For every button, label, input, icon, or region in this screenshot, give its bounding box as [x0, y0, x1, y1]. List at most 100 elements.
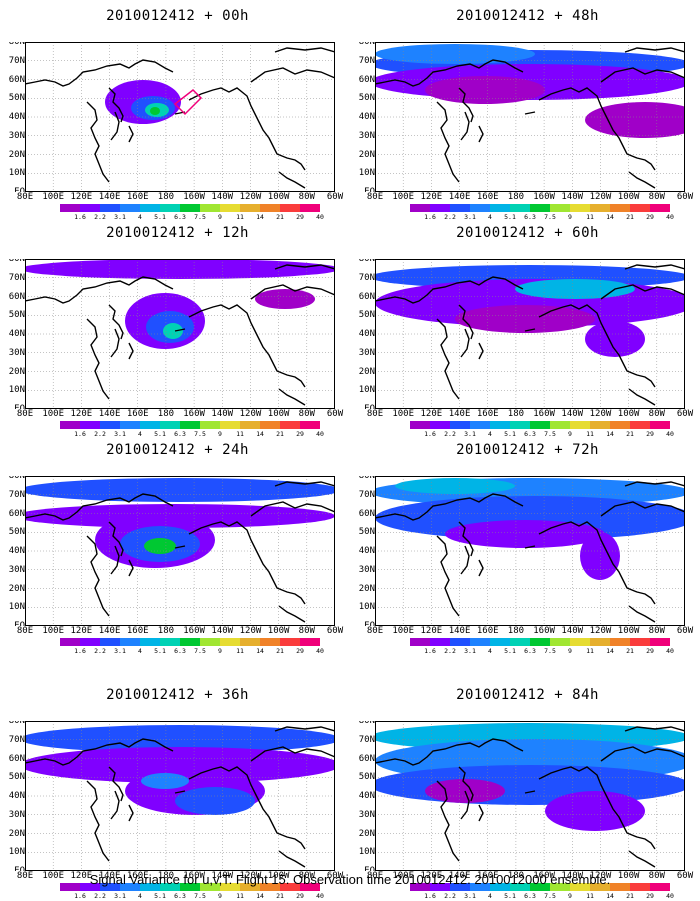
lon-tick-label: 140W [211, 871, 234, 881]
lat-tick-label: EQ [364, 866, 375, 871]
lon-tick-label: 140E [448, 409, 471, 419]
colorbar-label: 11 [586, 647, 594, 655]
colorbar-label: 3.1 [464, 892, 476, 900]
colorbar-label: 3.1 [114, 647, 126, 655]
colorbar-label: 14 [606, 647, 614, 655]
colorbar-label: 29 [296, 213, 304, 221]
colorbar-swatch [280, 421, 300, 429]
lat-tick-label: 80N [358, 259, 375, 264]
lat-tick-label: 50N [358, 310, 375, 321]
lon-tick-label: 120W [239, 626, 262, 636]
lon-tick-label: 100E [392, 871, 415, 881]
colorbar-swatch [60, 421, 80, 429]
colorbar-swatch [120, 883, 140, 891]
coastline [628, 171, 656, 189]
colorbar-label: 4 [138, 647, 142, 655]
colorbar-swatch [590, 883, 610, 891]
colorbar-swatch [570, 421, 590, 429]
lon-tick-label: 100W [267, 626, 290, 636]
coastline [538, 304, 656, 388]
lat-tick-label: EQ [14, 187, 25, 192]
colorbar-swatch [610, 638, 630, 646]
lon-tick-label: 140W [211, 626, 234, 636]
lon-tick-label: 160E [476, 871, 499, 881]
colorbar-label: 3.1 [464, 647, 476, 655]
colorbar-swatch [240, 204, 260, 212]
lat-tick-label: 80N [8, 476, 25, 481]
lon-tick-label: 100E [42, 626, 65, 636]
colorbar-label: 4 [488, 647, 492, 655]
lat-tick-label: 70N [8, 489, 25, 500]
colorbar-swatch [180, 204, 200, 212]
colorbar [60, 883, 320, 891]
lat-tick-label: EQ [14, 404, 25, 409]
colorbar-label: 9 [568, 647, 572, 655]
coastline [460, 328, 470, 358]
coastline [278, 388, 306, 406]
colorbar-swatch [410, 638, 430, 646]
colorbar-label: 4 [138, 430, 142, 438]
lon-tick-label: 140E [98, 871, 121, 881]
colorbar-label: 5.1 [154, 892, 166, 900]
lat-tick-label: EQ [364, 404, 375, 409]
colorbar-label: 14 [606, 892, 614, 900]
colorbar-label: 5.1 [504, 647, 516, 655]
coastline [524, 790, 536, 794]
lon-tick-label: 80W [648, 871, 665, 881]
lon-tick-label: 160E [126, 409, 149, 419]
colorbar-swatch [490, 883, 510, 891]
coastline [174, 328, 186, 332]
colorbar-label: 29 [296, 647, 304, 655]
coastline [460, 545, 470, 575]
coastline [108, 304, 124, 340]
variance-region [25, 478, 335, 502]
coastline [460, 790, 470, 820]
panel-title: 2010012412 + 60h [456, 225, 599, 241]
lon-tick-label: 180 [157, 871, 175, 881]
colorbar-swatch [610, 204, 630, 212]
colorbar [410, 883, 670, 891]
coastline [174, 790, 186, 794]
lon-tick-label: 160E [476, 192, 499, 202]
lat-tick-label: EQ [364, 187, 375, 192]
lat-tick-label: 50N [358, 527, 375, 538]
coastline [110, 328, 120, 358]
colorbar-label: 4 [138, 892, 142, 900]
colorbar-swatch [450, 883, 470, 891]
lat-tick-label: 50N [358, 772, 375, 783]
coastline [600, 284, 685, 300]
lat-tick-label: 70N [358, 55, 375, 66]
colorbar-swatch [450, 638, 470, 646]
coastline [460, 111, 470, 141]
variance-region [395, 478, 515, 494]
colorbar-swatch [60, 883, 80, 891]
colorbar-label: 40 [666, 647, 674, 655]
lon-tick-label: 80E [366, 409, 384, 419]
colorbar-label: 1.6 [424, 647, 436, 655]
colorbar-swatch [590, 421, 610, 429]
panel-title: 2010012412 + 84h [456, 687, 599, 703]
coastline [86, 535, 110, 617]
lat-tick-label: 40N [8, 546, 25, 556]
lon-tick-label: 120W [589, 192, 612, 202]
map-plot [375, 259, 685, 409]
lon-tick-label: 100W [267, 871, 290, 881]
colorbar-label: 6.3 [174, 647, 186, 655]
lat-tick-label: 60N [8, 291, 25, 302]
lon-tick-label: 180 [157, 409, 175, 419]
coastline [600, 746, 685, 762]
coastline [478, 342, 484, 360]
colorbar-swatch [200, 421, 220, 429]
coastline [25, 59, 174, 87]
lon-tick-label: 120W [589, 626, 612, 636]
lon-tick-label: 80W [298, 626, 315, 636]
variance-region [425, 76, 545, 104]
lon-tick-label: 160W [533, 192, 555, 202]
lon-tick-label: 120E [420, 409, 443, 419]
colorbar-swatch [410, 204, 430, 212]
colorbar-label: 5.1 [154, 430, 166, 438]
lon-tick-label: 160W [183, 871, 205, 881]
lon-tick-label: 120W [239, 409, 262, 419]
colorbar-swatch [240, 421, 260, 429]
coastline [278, 850, 306, 868]
